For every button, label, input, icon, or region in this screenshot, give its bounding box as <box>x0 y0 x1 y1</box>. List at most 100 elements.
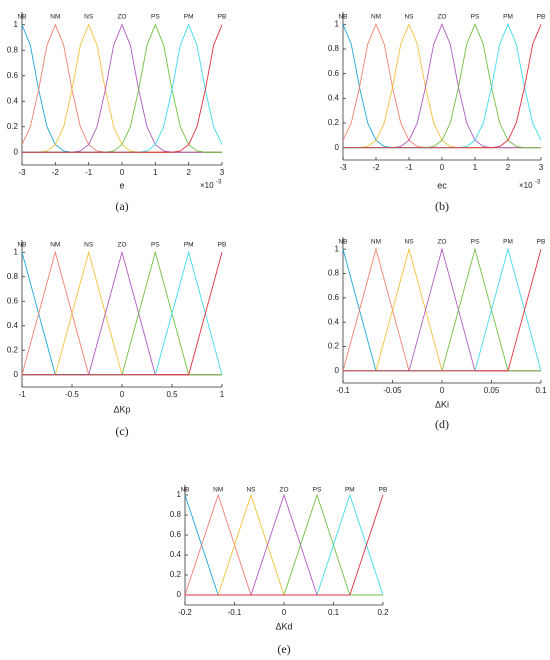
y-tick-label: 0 <box>14 147 19 156</box>
y-tick-label: 0.6 <box>7 296 19 305</box>
y-tick-label: 0.6 <box>170 530 182 539</box>
chart-panel: 0 0.2 0.4 0.6 0.8 1 -0.2 -0.1 0 0.1 0.2 ΔKd (e) NB NM N… <box>170 485 389 656</box>
x-tick-label: 0 <box>282 608 287 617</box>
mf-curve <box>184 494 383 596</box>
x-axis-label: ΔKp <box>113 404 130 414</box>
y-tick-label: 0.2 <box>7 122 19 131</box>
x-scale-exponent: -3 <box>535 180 541 186</box>
x-tick-label: 2 <box>186 168 191 177</box>
y-tick-label: 0.4 <box>328 317 340 326</box>
y-tick-label: 0.6 <box>7 71 19 80</box>
x-tick-label: 1 <box>153 168 158 177</box>
mf-name: PM <box>184 242 194 249</box>
x-axis-label: e <box>119 180 124 190</box>
mf-name: NM <box>213 487 223 494</box>
mf-curve <box>22 23 223 153</box>
panel-label: (a) <box>115 199 128 213</box>
mf-curve <box>185 493 383 596</box>
mf-name: NM <box>371 14 381 21</box>
mf-curve <box>342 24 541 149</box>
mf-name: PM <box>184 14 194 21</box>
mf-name: PS <box>151 242 160 249</box>
mf-curve <box>343 23 542 149</box>
mf-name: PS <box>471 239 480 246</box>
x-tick-label: -2 <box>372 163 380 172</box>
mf-curve <box>343 23 541 149</box>
mf-curve <box>342 23 541 149</box>
y-tick-label: 0 <box>14 370 19 379</box>
x-tick-label: 3 <box>220 168 225 177</box>
x-tick-label: -3 <box>339 163 347 172</box>
mf-name: PB <box>537 14 546 21</box>
mf-curve <box>21 252 222 376</box>
x-tick-label: 0.2 <box>377 608 389 617</box>
panel-label: (c) <box>115 424 128 438</box>
x-axis-label: ec <box>437 180 447 190</box>
y-tick-label: 0 <box>177 590 182 599</box>
mf-curve <box>342 249 541 372</box>
mf-name: NB <box>17 14 26 21</box>
mf-curve <box>185 493 383 596</box>
mf-name: PM <box>503 14 513 21</box>
x-tick-label: -1 <box>405 163 413 172</box>
mf-curve <box>22 23 222 153</box>
y-tick-label: 0.2 <box>170 570 182 579</box>
mf-curve <box>343 247 541 372</box>
x-tick-label: -2 <box>52 168 60 177</box>
y-tick-label: 0.8 <box>7 45 19 54</box>
mf-name: NS <box>84 14 94 21</box>
y-tick-label: 0 <box>335 366 340 375</box>
mf-name: NB <box>17 242 26 249</box>
y-tick-label: 0.6 <box>328 293 340 302</box>
mf-curve <box>343 247 541 372</box>
mf-curve <box>185 493 384 596</box>
y-tick-label: 0.4 <box>170 550 182 559</box>
y-tick-label: 0.8 <box>328 269 340 278</box>
mf-curve <box>21 24 222 153</box>
mf-curve <box>22 23 222 153</box>
mf-curve <box>343 247 541 372</box>
y-tick-label: 0.4 <box>328 93 340 102</box>
x-tick-label: 0 <box>440 386 445 395</box>
y-tick-label: 1 <box>335 244 340 253</box>
x-tick-label: 0 <box>120 168 125 177</box>
mf-name: PB <box>218 14 227 21</box>
chart-panel: 0 0.2 0.4 0.6 0.8 1 -0.1 -0.05 0 0.05 0.1 ΔKi (d) NB N… <box>328 237 547 431</box>
x-tick-label: -0.2 <box>178 608 192 617</box>
y-tick-label: 0.4 <box>7 96 19 105</box>
mf-name: ZO <box>279 487 288 494</box>
mf-curve <box>22 250 222 376</box>
x-tick-label: 0.1 <box>328 608 340 617</box>
x-tick-label: -0.05 <box>383 386 402 395</box>
mf-name: NB <box>338 239 347 246</box>
x-tick-label: -1 <box>18 390 26 399</box>
mf-curve <box>185 494 384 596</box>
x-tick-label: 3 <box>539 163 544 172</box>
x-tick-label: 2 <box>506 163 511 172</box>
mf-name: NS <box>246 487 256 494</box>
mf-name: NB <box>338 14 347 21</box>
mf-name: NS <box>405 239 415 246</box>
mf-curve <box>184 493 383 596</box>
mf-name: PS <box>151 14 160 21</box>
mf-name: ZO <box>117 242 126 249</box>
x-tick-label: -3 <box>18 168 26 177</box>
panel-label: (d) <box>435 417 449 431</box>
y-tick-label: 0.6 <box>328 69 340 78</box>
mf-curve <box>22 250 222 376</box>
mf-curve <box>22 252 223 376</box>
mf-name: PB <box>218 242 227 249</box>
mf-name: NS <box>84 242 94 249</box>
mf-name: NS <box>404 14 414 21</box>
y-tick-label: 0.2 <box>328 118 340 127</box>
mf-name: PS <box>471 14 480 21</box>
x-tick-label: 0.05 <box>484 386 500 395</box>
y-tick-label: 0.8 <box>170 510 182 519</box>
mf-curve <box>22 23 222 153</box>
mf-name: NM <box>50 14 60 21</box>
mf-curve <box>22 24 223 153</box>
x-tick-label: -1 <box>85 168 93 177</box>
mf-name: NM <box>50 242 60 249</box>
x-tick-label: -0.1 <box>228 608 242 617</box>
y-tick-label: 0.8 <box>7 272 19 281</box>
